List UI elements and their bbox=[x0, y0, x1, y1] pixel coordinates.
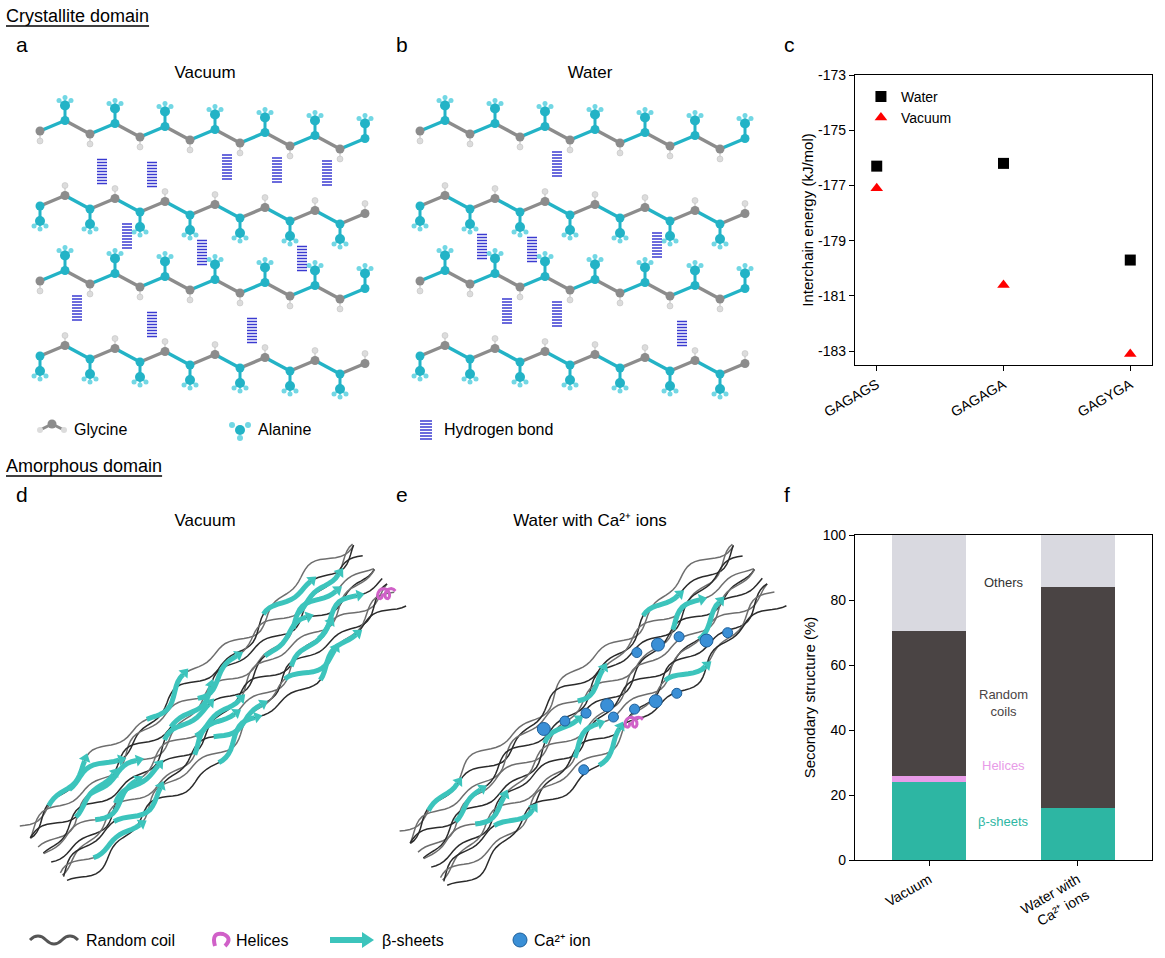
svg-text:Helices: Helices bbox=[236, 932, 288, 949]
svg-text:Interchain energy (kJ/mol): Interchain energy (kJ/mol) bbox=[799, 133, 816, 306]
svg-text:Water: Water bbox=[568, 63, 613, 82]
svg-text:GAGAGS: GAGAGS bbox=[821, 376, 882, 420]
svg-text:c: c bbox=[784, 33, 795, 56]
svg-text:Hydrogen bond: Hydrogen bond bbox=[444, 421, 553, 438]
svg-text:-183: -183 bbox=[818, 343, 846, 359]
svg-text:Ca²⁺ ion: Ca²⁺ ion bbox=[534, 932, 591, 949]
svg-text:d: d bbox=[16, 483, 28, 506]
svg-text:Secondary structure (%): Secondary structure (%) bbox=[801, 617, 818, 779]
svg-text:100: 100 bbox=[823, 527, 847, 543]
svg-text:β-sheets: β-sheets bbox=[382, 932, 444, 949]
svg-text:Helices: Helices bbox=[982, 758, 1025, 773]
svg-text:Water with Ca²⁺ ions: Water with Ca²⁺ ions bbox=[513, 511, 667, 530]
svg-text:Vacuum: Vacuum bbox=[174, 511, 235, 530]
svg-text:Amorphous domain: Amorphous domain bbox=[6, 456, 162, 476]
svg-text:Vacuum: Vacuum bbox=[883, 871, 935, 910]
svg-text:Random coil: Random coil bbox=[86, 932, 175, 949]
svg-text:-175: -175 bbox=[818, 122, 846, 138]
svg-text:-177: -177 bbox=[818, 177, 846, 193]
svg-text:Others: Others bbox=[984, 575, 1024, 590]
svg-text:Randomcoils: Randomcoils bbox=[979, 687, 1028, 719]
svg-text:40: 40 bbox=[831, 722, 847, 738]
svg-text:Vacuum: Vacuum bbox=[901, 110, 951, 126]
svg-text:80: 80 bbox=[831, 592, 847, 608]
svg-text:Glycine: Glycine bbox=[74, 421, 127, 438]
svg-text:e: e bbox=[396, 483, 408, 506]
svg-text:b: b bbox=[396, 33, 408, 56]
svg-text:GAGYGA: GAGYGA bbox=[1075, 375, 1136, 420]
svg-text:Crystallite domain: Crystallite domain bbox=[6, 6, 149, 26]
svg-text:Alanine: Alanine bbox=[258, 421, 311, 438]
svg-text:f: f bbox=[784, 483, 790, 506]
svg-text:0: 0 bbox=[838, 852, 846, 868]
svg-text:-181: -181 bbox=[818, 288, 846, 304]
svg-text:-173: -173 bbox=[818, 67, 846, 83]
svg-text:20: 20 bbox=[831, 787, 847, 803]
svg-text:Water: Water bbox=[901, 89, 938, 105]
svg-text:Water withCa²⁺ ions: Water withCa²⁺ ions bbox=[1018, 871, 1092, 933]
svg-text:GAGAGA: GAGAGA bbox=[948, 375, 1009, 420]
svg-text:60: 60 bbox=[831, 657, 847, 673]
svg-text:β-sheets: β-sheets bbox=[978, 814, 1029, 829]
svg-text:a: a bbox=[16, 33, 28, 56]
svg-text:Vacuum: Vacuum bbox=[174, 63, 235, 82]
svg-text:-179: -179 bbox=[818, 233, 846, 249]
